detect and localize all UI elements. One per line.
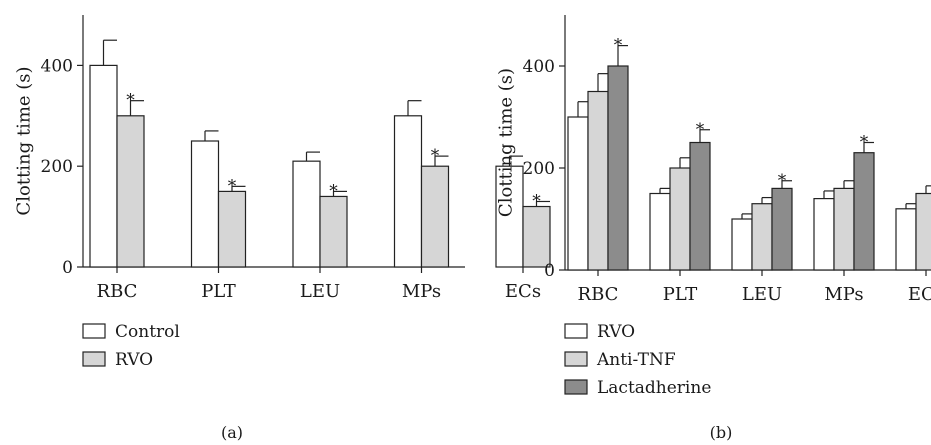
bar	[771, 187, 793, 271]
bar	[751, 203, 773, 271]
bar	[649, 192, 671, 271]
x-tick-label: RBC	[578, 284, 619, 305]
y-tick-label: 400	[523, 57, 555, 77]
legend-swatch	[564, 323, 588, 339]
significance-marker: *	[860, 133, 869, 153]
bar	[813, 198, 835, 271]
panel-label: (b)	[710, 423, 733, 442]
significance-marker: *	[778, 171, 787, 191]
bar	[853, 152, 875, 271]
bar	[217, 190, 247, 268]
x-tick-label: ECs	[908, 284, 931, 305]
legend-label: Control	[115, 322, 180, 342]
bar	[495, 165, 524, 268]
legend-label: Lactadherine	[597, 378, 711, 398]
x-tick-label: LEU	[300, 281, 340, 302]
panel-b-chart: 0 200 400 Clotting time (s) RBC PLT LEU MPs ECs *…	[496, 15, 931, 442]
y-tick-label: 0	[544, 261, 555, 281]
bar	[522, 205, 551, 268]
bar	[669, 167, 691, 271]
y-tick-label: 200	[523, 159, 555, 179]
x-tick-label: MPs	[824, 284, 863, 305]
significance-marker: *	[329, 181, 338, 201]
legend-label: RVO	[597, 322, 635, 342]
x-tick-label: ECs	[505, 281, 541, 302]
y-tick-label: 400	[41, 56, 73, 76]
legend-label: Anti-TNF	[596, 350, 676, 370]
bar	[895, 208, 917, 271]
y-tick-label: 0	[62, 258, 73, 278]
legend-swatch	[564, 351, 588, 367]
bar	[689, 141, 711, 271]
bar	[292, 160, 321, 268]
significance-marker: *	[614, 36, 623, 56]
x-tick-label: RBC	[97, 281, 138, 302]
bar	[567, 116, 589, 271]
bar	[319, 195, 348, 268]
significance-marker: *	[532, 191, 541, 211]
legend-swatch	[564, 379, 588, 395]
legend-swatch	[82, 323, 106, 339]
bar	[393, 115, 423, 268]
bar	[89, 64, 118, 268]
significance-marker: *	[126, 91, 135, 111]
panel-a-chart: 0 200 400 Clotting time (s) RBC PLT LEU MPs ECs *…	[14, 15, 551, 442]
x-tick-label: PLT	[663, 284, 698, 305]
y-tick-label: 200	[41, 157, 73, 177]
significance-marker: *	[431, 146, 440, 166]
legend-swatch	[82, 351, 106, 367]
x-tick-label: MPs	[402, 281, 441, 302]
bar	[607, 65, 629, 271]
bar	[190, 140, 220, 268]
panel-label: (a)	[221, 423, 243, 442]
bar	[915, 192, 931, 271]
legend-label: RVO	[115, 350, 153, 370]
bar	[731, 218, 753, 271]
bar	[420, 165, 450, 268]
bar	[833, 187, 855, 271]
significance-marker: *	[228, 176, 237, 196]
bar	[587, 90, 609, 271]
significance-marker: *	[696, 120, 705, 140]
x-tick-label: PLT	[201, 281, 236, 302]
y-axis-title: Clotting time (s)	[14, 66, 35, 215]
x-tick-label: LEU	[742, 284, 782, 305]
y-axis-title: Clotting time (s)	[496, 68, 517, 217]
bar	[116, 115, 145, 268]
